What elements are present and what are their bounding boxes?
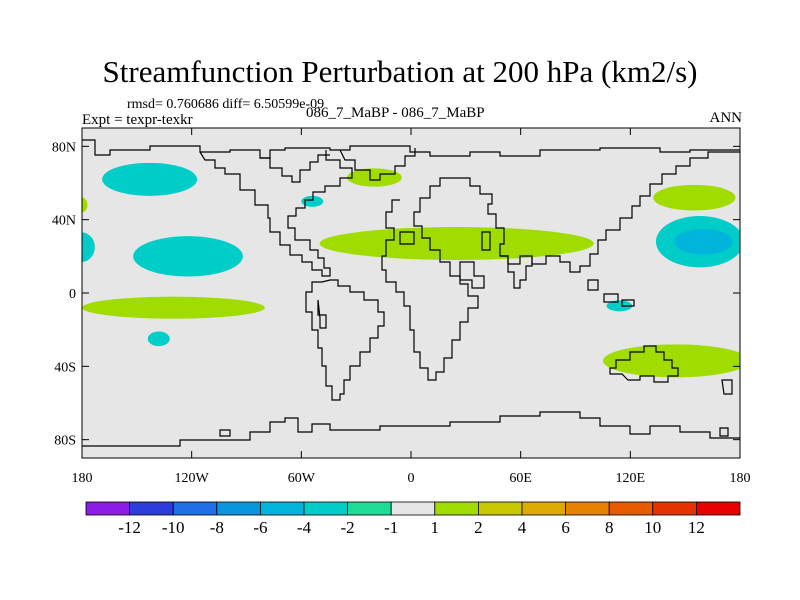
- anomaly-west-pacific-core: [674, 228, 733, 255]
- anomaly-north-pacific-edge-negative: [82, 232, 95, 262]
- antarctica-coastline: [82, 411, 740, 447]
- anomaly-north-pacific-positive: [653, 184, 736, 211]
- anomaly-north-atlantic-small-negative: [301, 195, 324, 207]
- colorbar-label: -6: [253, 518, 267, 537]
- colorbar-swatch: [434, 501, 479, 516]
- antarctic-island-coastline: [219, 427, 729, 437]
- colorbar-label: -8: [210, 518, 224, 537]
- anomaly-subtropical-jet-positive: [319, 227, 594, 260]
- anomaly-southern-ocean-positive: [602, 344, 740, 378]
- greenland-coastline: [339, 148, 416, 181]
- anomaly-indian-ocean-negative: [606, 300, 633, 312]
- colorbar-swatch: [129, 501, 174, 516]
- colorbar-label: 8: [605, 518, 614, 537]
- y-tick-label: 40S: [54, 360, 76, 375]
- chart-title: Streamfunction Perturbation at 200 hPa (…: [102, 54, 698, 89]
- experiment-label: Expt = texpr-texkr: [82, 112, 193, 128]
- colorbar-swatch: [477, 501, 523, 516]
- colorbar-label: -2: [341, 518, 355, 537]
- colorbar-label: 10: [644, 518, 661, 537]
- anomaly-central-pacific-negative: [133, 236, 243, 277]
- colorbar-swatch: [85, 501, 130, 516]
- colorbar-swatch: [172, 501, 218, 516]
- colorbar-label: -4: [297, 518, 312, 537]
- x-tick-label: 180: [730, 471, 751, 486]
- colorbar-label: -10: [162, 518, 185, 537]
- y-tick-label: 40N: [52, 214, 76, 229]
- y-tick-label: 80N: [52, 140, 76, 155]
- colorbar-label: -12: [118, 518, 141, 537]
- colorbar-swatch: [303, 501, 348, 516]
- north-america-coastline: [199, 150, 353, 277]
- europe-africa-coastline: [381, 177, 479, 381]
- arabian-peninsula-coastline: [459, 261, 485, 289]
- australia-coastline: [609, 345, 679, 383]
- colorbar-swatch: [565, 501, 610, 516]
- anomaly-fills: [82, 162, 740, 378]
- y-tick-label: 80S: [54, 434, 76, 449]
- caspian-sea-coastline: [481, 231, 491, 251]
- x-tick-label: 180: [72, 471, 93, 486]
- asia-coastline: [454, 151, 740, 273]
- y-tick-label: 0: [69, 287, 76, 302]
- colorbar-swatch: [216, 501, 261, 516]
- colorbar-label: -1: [384, 518, 398, 537]
- x-tick-label: 0: [408, 471, 415, 486]
- colorbar-swatch: [608, 501, 654, 516]
- colorbar-label: 1: [431, 518, 440, 537]
- colorbar: -12 -10 -8 -6 -4 -2 -1 1 2 4 6 8 10 12: [85, 501, 741, 537]
- colorbar-swatch: [521, 501, 566, 516]
- colorbar-label: 2: [474, 518, 483, 537]
- anomaly-north-pacific-negative: [102, 162, 198, 196]
- coastlines: [82, 139, 740, 447]
- colorbar-label: 4: [518, 518, 527, 537]
- x-tick-label: 60W: [288, 471, 316, 486]
- india-coastline: [500, 255, 533, 289]
- x-tick-label: 120E: [616, 471, 646, 486]
- anomaly-edge-positive: [82, 197, 88, 213]
- canadian-archipelago-coastline: [260, 154, 330, 183]
- colorbar-label: 6: [561, 518, 570, 537]
- rmsd-diff-stats: rmsd= 0.760686 diff= 6.50599e-09: [127, 97, 325, 112]
- anomaly-tropical-pacific-positive: [82, 296, 265, 319]
- south-america-coastline: [305, 279, 385, 401]
- anomaly-north-atlantic-positive: [347, 168, 402, 187]
- new-zealand-coastline: [721, 379, 733, 395]
- colorbar-swatch: [390, 501, 436, 516]
- anomaly-south-pacific-negative: [147, 331, 170, 347]
- colorbar-label: 12: [688, 518, 705, 537]
- colorbar-swatch: [652, 501, 697, 516]
- axis-ticks: 180 120W 60W 0 60E 120E 180 80N 40N 0 40S 80S: [52, 128, 751, 486]
- colorbar-swatch: [347, 501, 392, 516]
- x-tick-label: 60E: [509, 471, 532, 486]
- case-comparison-label: 086_7_MaBP - 086_7_MaBP: [306, 105, 485, 121]
- colorbar-swatch: [696, 501, 741, 516]
- x-tick-label: 120W: [175, 471, 210, 486]
- mediterranean-coastline: [399, 231, 415, 245]
- maritime-continent-coastline: [587, 279, 635, 307]
- colorbar-swatch: [259, 501, 305, 516]
- central-america-coastline: [317, 299, 327, 329]
- season-label: ANN: [709, 110, 743, 126]
